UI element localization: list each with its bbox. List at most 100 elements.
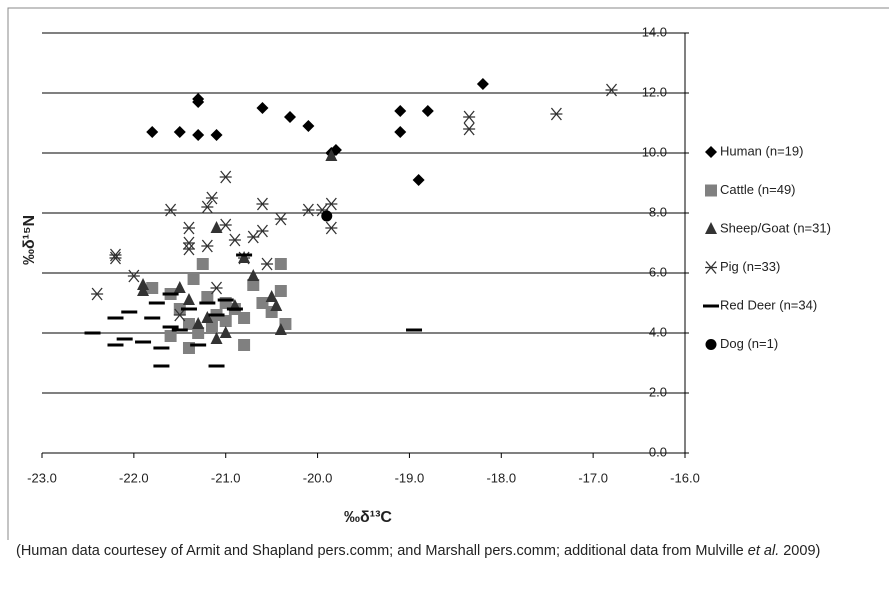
- marker: [192, 129, 205, 141]
- point: [107, 343, 124, 347]
- point: [219, 315, 232, 327]
- point: [109, 251, 122, 265]
- marker: [705, 339, 717, 350]
- point: [421, 105, 434, 117]
- point: [463, 110, 476, 124]
- point: [107, 316, 124, 320]
- point: [192, 327, 205, 339]
- marker: [210, 221, 223, 233]
- x-tick-label: -23.0: [27, 470, 57, 485]
- marker: [205, 191, 218, 205]
- marker: [210, 332, 223, 344]
- marker: [153, 346, 170, 350]
- marker: [238, 312, 251, 324]
- point: [705, 146, 717, 158]
- point: [153, 364, 170, 368]
- marker: [463, 110, 476, 124]
- point: [321, 210, 333, 222]
- marker: [219, 315, 232, 327]
- marker: [173, 126, 186, 138]
- footnote-italic: et al.: [747, 543, 780, 559]
- marker: [226, 307, 243, 311]
- point: [199, 301, 216, 305]
- legend-label: Dog (n=1): [720, 336, 778, 351]
- point: [182, 293, 195, 305]
- point: [190, 343, 207, 347]
- marker: [182, 236, 195, 250]
- marker: [109, 248, 122, 262]
- chart-frame: [7, 7, 889, 590]
- point: [205, 191, 218, 205]
- marker: [247, 269, 260, 281]
- marker: [196, 258, 209, 270]
- y-tick-label: 0.0: [649, 444, 667, 459]
- point: [208, 313, 225, 317]
- point: [201, 200, 214, 214]
- legend-label: Red Deer (n=34): [720, 297, 817, 312]
- point: [182, 242, 195, 256]
- marker: [605, 83, 618, 97]
- y-tick-label: 4.0: [649, 324, 667, 339]
- marker: [284, 111, 297, 123]
- marker: [146, 282, 159, 294]
- y-tick-label: 6.0: [649, 264, 667, 279]
- point: [205, 321, 218, 333]
- chart: ‰δ¹³C ‰δ¹⁵N 0.0 2.0 4.0 6.0 8.0 10.0 12.0 14.0 -…: [7, 7, 889, 590]
- point: [210, 129, 223, 141]
- point: [705, 261, 717, 274]
- point: [394, 105, 407, 117]
- point: [173, 126, 186, 138]
- point: [705, 339, 717, 350]
- x-tick-label: -21.0: [211, 470, 241, 485]
- marker: [274, 212, 287, 226]
- point: [201, 239, 214, 253]
- marker: [208, 313, 225, 317]
- marker: [270, 299, 283, 311]
- y-axis-title: ‰δ¹⁵N: [21, 215, 38, 265]
- marker: [182, 242, 195, 256]
- point: [284, 111, 297, 123]
- marker: [412, 174, 425, 186]
- marker: [256, 297, 269, 309]
- point: [406, 328, 423, 332]
- marker: [550, 107, 563, 121]
- point: [164, 203, 177, 217]
- footnote-text: 2009): [779, 543, 821, 559]
- marker: [274, 258, 287, 270]
- point: [144, 316, 161, 320]
- point: [302, 203, 315, 217]
- point: [164, 330, 177, 342]
- point: [210, 281, 223, 295]
- marker: [135, 340, 152, 344]
- legend-label: Cattle (n=49): [720, 182, 796, 197]
- marker: [201, 239, 214, 253]
- point: [121, 310, 138, 314]
- marker: [247, 279, 260, 291]
- marker: [205, 321, 218, 333]
- point: [274, 212, 287, 226]
- marker: [192, 317, 205, 329]
- marker: [121, 310, 138, 314]
- point: [201, 311, 214, 323]
- point: [394, 126, 407, 138]
- point: [153, 346, 170, 350]
- point: [182, 221, 195, 235]
- marker: [325, 197, 338, 211]
- marker: [148, 301, 165, 305]
- point: [84, 331, 101, 335]
- point: [238, 312, 251, 324]
- marker: [173, 281, 186, 293]
- footnote: (Human data courtesey of Armit and Shapl…: [16, 540, 866, 562]
- marker: [164, 330, 177, 342]
- legend-label: Human (n=19): [720, 143, 803, 158]
- marker: [180, 307, 197, 311]
- marker: [219, 326, 232, 338]
- point: [261, 257, 274, 271]
- point: [201, 291, 214, 303]
- x-axis-title: ‰δ¹³C: [344, 509, 392, 526]
- point: [256, 197, 269, 211]
- marker: [394, 126, 407, 138]
- marker: [236, 253, 253, 257]
- marker: [201, 200, 214, 214]
- point: [91, 287, 104, 301]
